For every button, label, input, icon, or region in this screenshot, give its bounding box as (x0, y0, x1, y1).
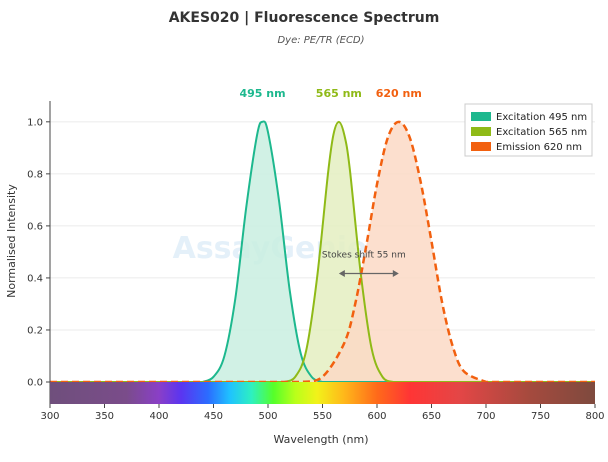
x-tick-label: 500 (258, 411, 277, 422)
x-tick-label: 700 (476, 411, 495, 422)
legend-swatch (471, 112, 491, 121)
wavelength-color-bar (50, 382, 595, 404)
legend-label: Emission 620 nm (496, 142, 582, 153)
series-2 (300, 121, 486, 382)
x-tick-label: 600 (367, 411, 386, 422)
legend-label: Excitation 565 nm (496, 127, 587, 138)
peak-label: 495 nm (240, 87, 286, 100)
series-line (50, 120, 595, 382)
x-tick-label: 550 (313, 411, 332, 422)
annotation-arrowhead-left (338, 270, 345, 278)
series-line (50, 120, 595, 382)
chart-title: AKES020 | Fluorescence Spectrum (169, 10, 440, 26)
x-tick-label: 400 (149, 411, 168, 422)
y-axis-label: Normalised Intensity (5, 184, 18, 298)
peak-labels: 495 nm 565 nm 620 nm (240, 87, 422, 100)
x-tick-label: 800 (585, 411, 604, 422)
series-layer (50, 120, 595, 382)
legend-swatch (471, 142, 491, 151)
x-tick-label: 300 (40, 411, 59, 422)
y-tick-label: 0.8 (27, 169, 43, 180)
annotation-text: Stokes shift 55 nm (322, 251, 406, 261)
x-tick-label: 450 (204, 411, 223, 422)
y-tick-label: 0.4 (27, 273, 43, 284)
legend-label: Excitation 495 nm (496, 112, 587, 123)
legend: Excitation 495 nm Excitation 565 nm Emissi… (464, 103, 593, 157)
stokes-shift-annotation: Stokes shift 55 nm (322, 251, 406, 278)
series-line-0 (50, 120, 595, 382)
x-tick-label: 650 (422, 411, 441, 422)
chart-subtitle: Dye: PE/TR (ECD) (277, 35, 364, 46)
x-tick-label: 350 (95, 411, 114, 422)
annotation-arrowhead-right (392, 270, 399, 278)
peak-label: 620 nm (376, 87, 422, 100)
x-axis-ticks: 300 350 400 450 500 550 600 650 700 750 800 (40, 404, 605, 422)
y-axis-ticks: 0.0 0.2 0.4 0.6 0.8 1.0 (27, 117, 50, 389)
series-line-1 (50, 120, 595, 382)
series-area (300, 121, 486, 382)
series-line-2 (50, 120, 595, 382)
y-tick-label: 0.2 (27, 325, 43, 336)
x-tick-label: 750 (531, 411, 550, 422)
series-line (50, 120, 595, 382)
y-tick-label: 1.0 (27, 117, 43, 128)
y-tick-label: 0.6 (27, 221, 43, 232)
legend-swatch (471, 127, 491, 136)
peak-label: 565 nm (316, 87, 362, 100)
y-tick-label: 0.0 (27, 378, 43, 389)
x-axis-label: Wavelength (nm) (273, 433, 368, 446)
